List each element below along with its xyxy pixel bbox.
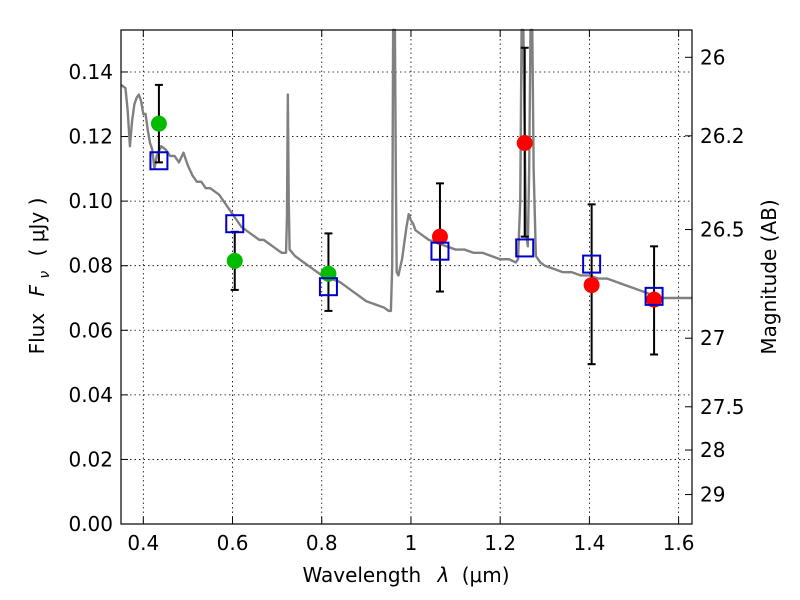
x-axis-label: Wavelength λ (μm)	[302, 563, 509, 587]
y2-tick-label: 28	[700, 438, 725, 462]
x-tick-label: 1.6	[663, 531, 695, 555]
model-point	[582, 254, 602, 274]
model-point	[430, 241, 450, 261]
y2-tick-label: 27	[700, 326, 725, 350]
y-axis-label-symbol: F	[25, 284, 49, 296]
model-spectrum-line	[120, 28, 692, 313]
x-tick-label: 0.6	[217, 531, 249, 555]
data-point	[646, 291, 663, 308]
y2-tick-label: 27.5	[700, 395, 745, 419]
y-tick-label: 0.14	[68, 60, 113, 84]
x-tick-label: 0.4	[127, 531, 159, 555]
data-point	[320, 265, 337, 282]
model-point	[318, 277, 338, 297]
model-point	[644, 286, 664, 306]
y-axis-label-subscript: ν	[37, 271, 53, 279]
x-tick-label: 1	[405, 531, 418, 555]
error-bars	[154, 46, 659, 366]
x-tick-label: 0.8	[306, 531, 338, 555]
y-tick-label: 0.04	[68, 383, 113, 407]
axis-ticks: 0.4 0.6 0.8 1 1.2 1.4 1.6 0.00 0.02 0.04 0.06 0.08 0…	[68, 30, 745, 555]
y-axis-label-text: Flux	[25, 313, 49, 355]
model-point	[225, 214, 245, 234]
data-point	[583, 277, 600, 294]
data-point	[431, 228, 448, 245]
x-axis-label-text: Wavelength	[302, 563, 421, 587]
y-tick-label: 0.02	[68, 447, 113, 471]
x-tick-label: 1.2	[484, 531, 516, 555]
data-markers	[149, 115, 664, 308]
y2-tick-label: 26.2	[700, 124, 745, 148]
y-axis-label: Flux F ν ( μJy )	[25, 198, 54, 355]
x-axis-label-symbol: λ	[437, 563, 450, 587]
y2-tick-label: 26	[700, 45, 725, 69]
data-point	[150, 115, 167, 132]
y2-tick-label: 29	[700, 483, 725, 507]
y-axis-label-unit: ( μJy )	[25, 198, 49, 257]
data-point	[226, 252, 243, 269]
x-tick-label: 1.4	[573, 531, 605, 555]
y-tick-label: 0.00	[68, 512, 113, 536]
y-tick-label: 0.08	[68, 254, 113, 278]
grid	[121, 30, 692, 525]
model-point	[515, 238, 535, 258]
y-tick-label: 0.10	[68, 189, 113, 213]
y2-axis-label: Magnitude (AB)	[757, 199, 781, 354]
plot-frame	[120, 29, 693, 525]
data-point	[516, 135, 533, 152]
model-spectrum	[120, 28, 692, 313]
y-tick-label: 0.06	[68, 318, 113, 342]
y-tick-label: 0.12	[68, 125, 113, 149]
x-axis-label-unit: (μm)	[462, 563, 510, 587]
model-point	[149, 151, 169, 171]
y2-tick-label: 26.5	[700, 218, 745, 242]
